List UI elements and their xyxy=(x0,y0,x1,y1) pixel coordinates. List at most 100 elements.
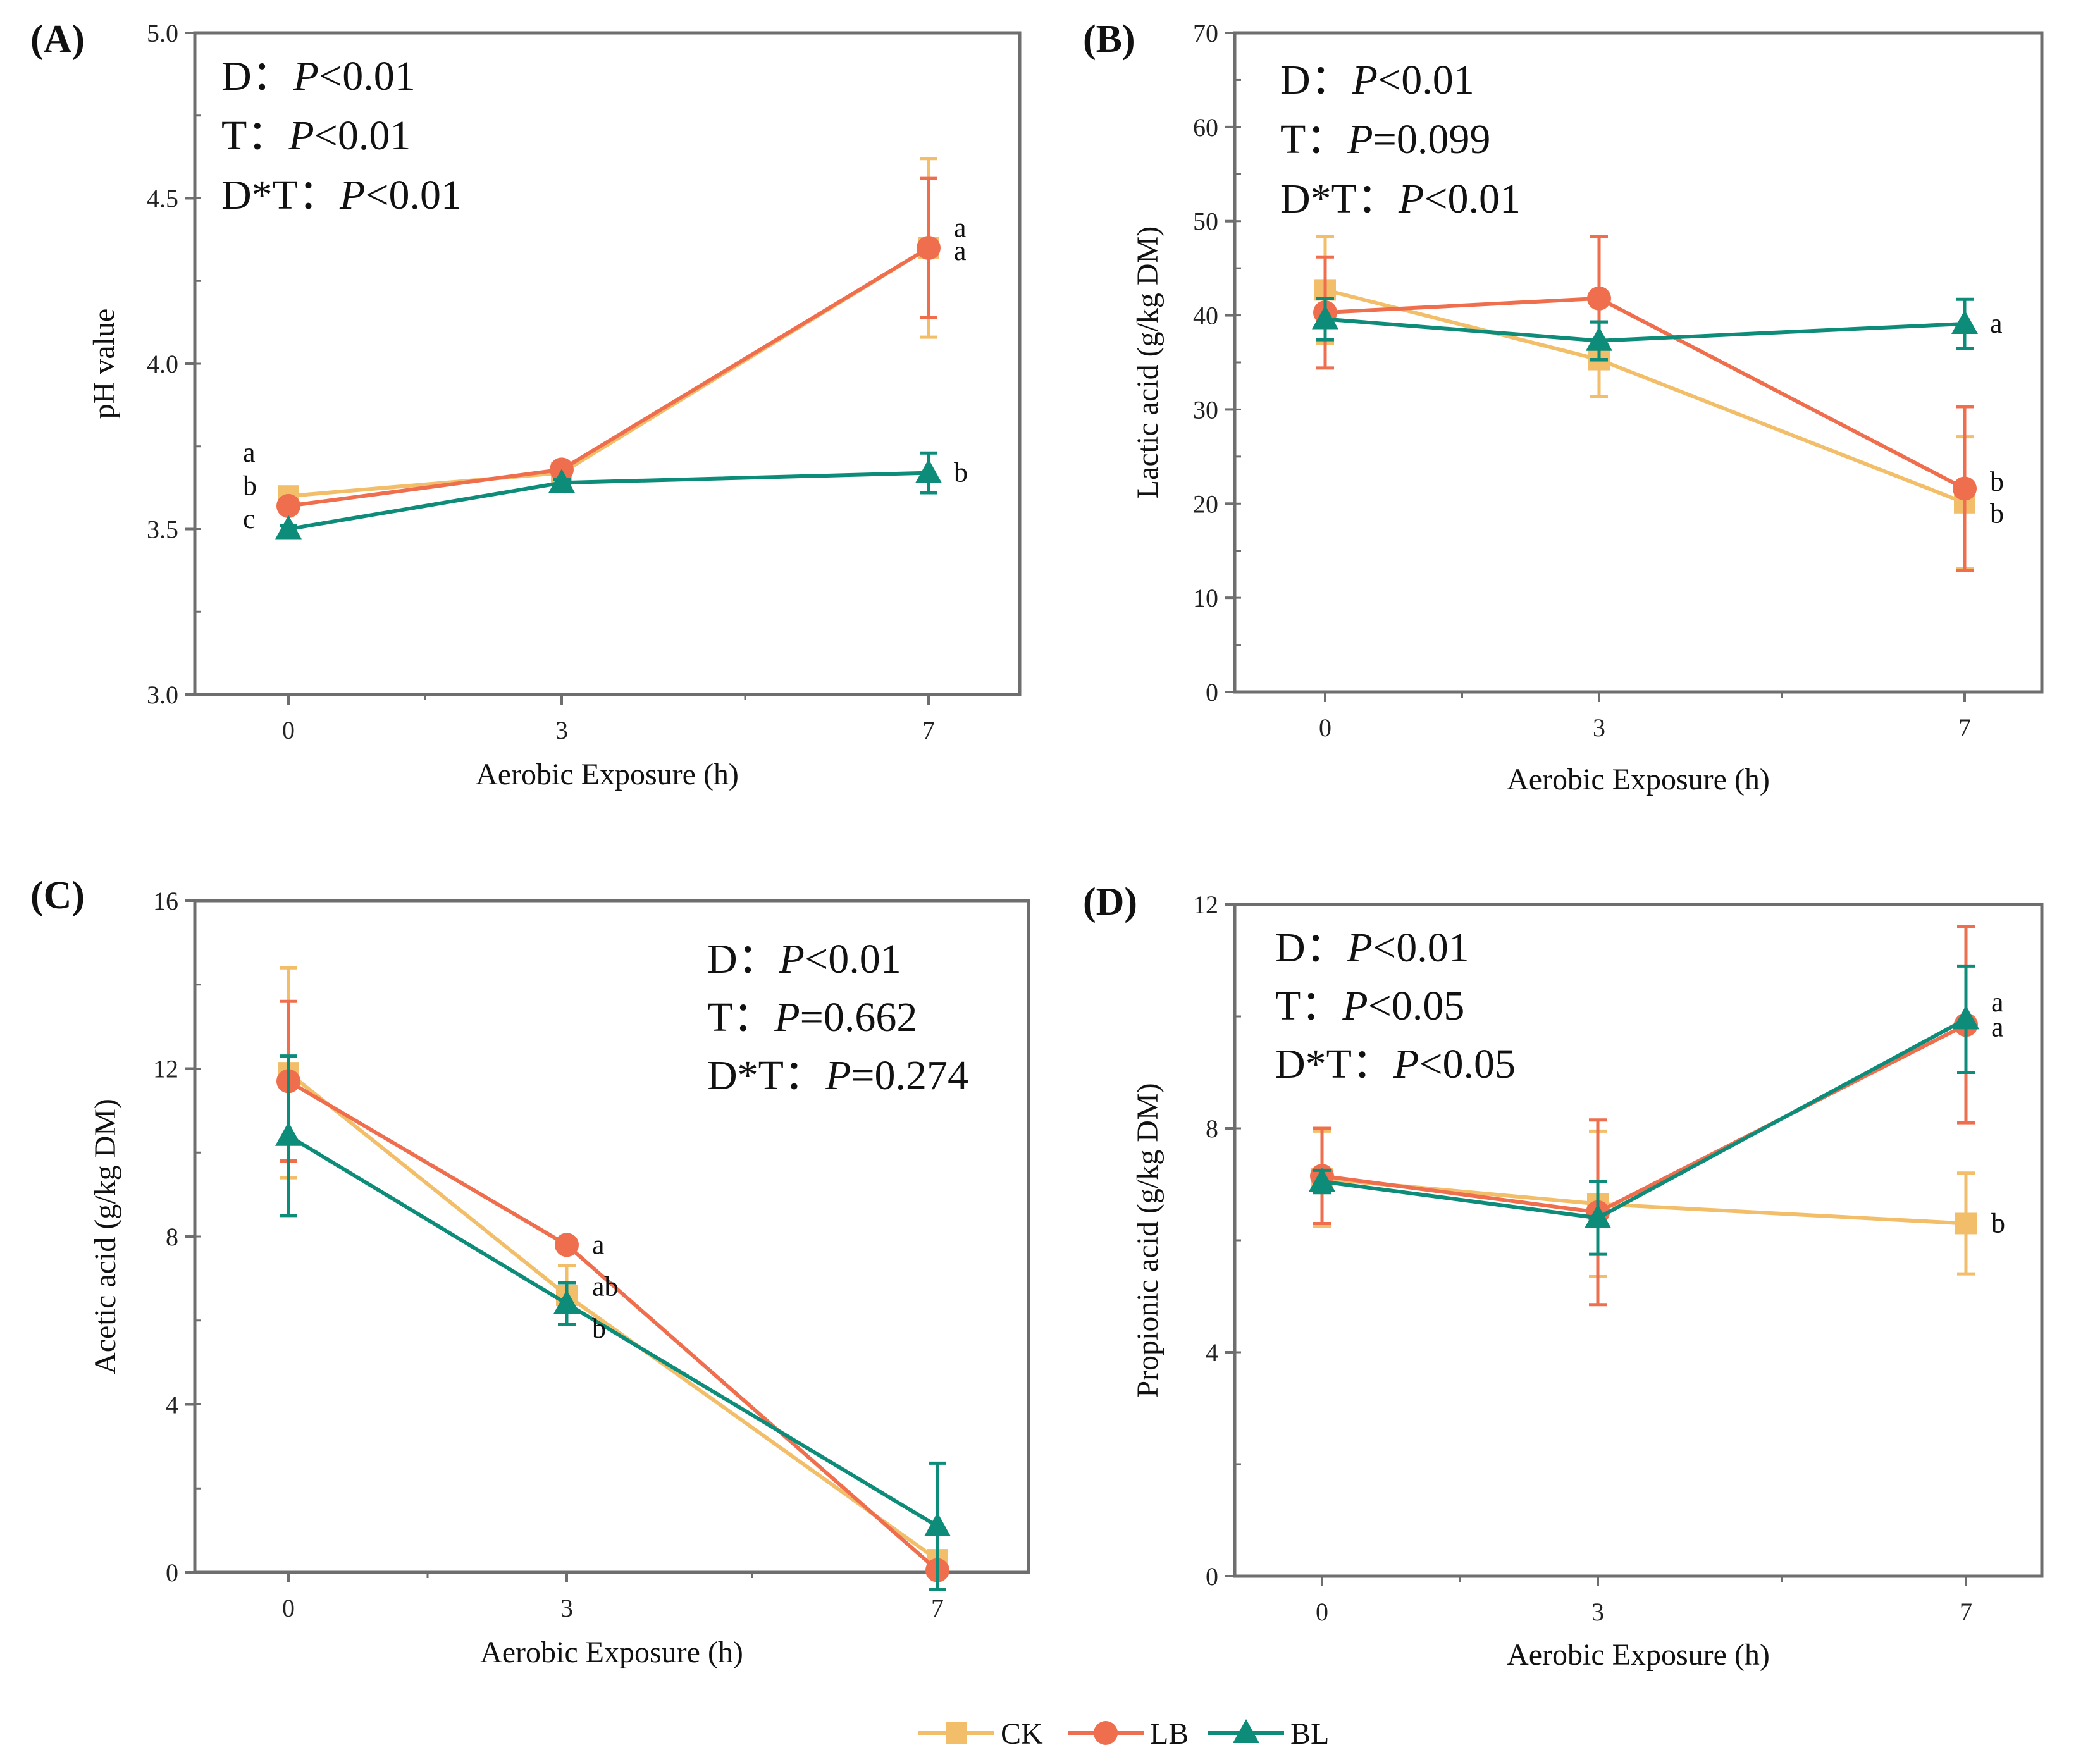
series-ck xyxy=(1311,1129,1977,1279)
significance-letter: a xyxy=(1991,1012,2004,1043)
panel-label: (A) xyxy=(30,18,85,61)
data-point xyxy=(275,515,302,540)
x-tick-label: 0 xyxy=(282,716,295,744)
x-tick-label: 3 xyxy=(555,716,568,744)
x-tick-label: 7 xyxy=(931,1594,944,1622)
series-line xyxy=(1321,1176,1967,1226)
stat-value: <0.01 xyxy=(805,936,901,982)
data-point xyxy=(276,493,300,518)
stat-value: <0.05 xyxy=(1419,1041,1516,1087)
y-tick-label: 16 xyxy=(153,887,178,915)
y-tick-label: 3.0 xyxy=(147,681,178,709)
stat-p: P xyxy=(1342,983,1368,1029)
y-tick-label: 3.5 xyxy=(147,515,178,544)
stat-line: D*T：P=0.274 xyxy=(707,1052,968,1099)
stat-value: =0.099 xyxy=(1373,116,1491,163)
stat-p: P xyxy=(1393,1041,1419,1087)
stat-label: D*T： xyxy=(221,172,340,218)
legend-marker xyxy=(1233,1719,1259,1743)
stat-label: D： xyxy=(707,936,779,982)
legend-marker xyxy=(1094,1721,1118,1745)
y-tick-label: 20 xyxy=(1193,490,1218,518)
series-bl xyxy=(1312,297,1978,362)
y-axis-title: Propionic acid (g/kg DM) xyxy=(1131,1083,1165,1397)
stat-label: T： xyxy=(707,994,774,1040)
stat-value: <0.01 xyxy=(1424,176,1521,222)
chart-panel-4: 0 4 8 12 0 3 7 Aerobic Exposure (h) Propionic ac… xyxy=(1083,880,2044,1672)
significance-letter: a xyxy=(243,437,256,468)
stat-p: P xyxy=(1398,176,1424,222)
legend-label: LB xyxy=(1150,1717,1189,1751)
stat-p: P xyxy=(1352,57,1378,103)
significance-letter: a xyxy=(954,213,967,244)
chart-panel-2: 0 10 20 30 40 50 60 70 0 3 7 Aerobic Exposure (h) La… xyxy=(1083,18,2044,796)
x-tick-label: 7 xyxy=(922,716,935,744)
stat-value: <0.05 xyxy=(1368,983,1465,1029)
stat-p: P xyxy=(293,53,319,99)
y-tick-label: 0 xyxy=(1206,678,1218,706)
y-tick-label: 4.5 xyxy=(147,185,178,213)
series-line xyxy=(288,246,930,498)
x-axis-title: Aerobic Exposure (h) xyxy=(1507,1638,1770,1672)
stat-line: D：P<0.01 xyxy=(1280,57,1474,103)
series-line xyxy=(287,1079,939,1572)
stat-p: P xyxy=(774,994,800,1040)
x-tick-label: 7 xyxy=(1958,713,1971,742)
y-axis-title: pH value xyxy=(87,309,121,419)
data-point xyxy=(1951,309,1978,334)
legend-item-lb: LB xyxy=(1068,1717,1189,1751)
data-point xyxy=(915,459,942,483)
stat-label: D： xyxy=(1275,925,1347,971)
stat-p: P xyxy=(1347,116,1373,163)
y-tick-label: 12 xyxy=(153,1055,178,1083)
x-tick-label: 3 xyxy=(1593,713,1605,742)
stat-label: D： xyxy=(1280,57,1352,103)
significance-letter: b xyxy=(1991,1207,2005,1238)
panel-label: (B) xyxy=(1083,18,1135,61)
significance-letter: a xyxy=(1990,308,2003,339)
stat-label: D： xyxy=(221,53,293,99)
stat-line: T：P<0.01 xyxy=(221,113,411,159)
significance-letter: c xyxy=(243,503,256,534)
x-tick-label: 0 xyxy=(282,1594,295,1622)
x-tick-label: 3 xyxy=(1591,1598,1604,1626)
stat-label: T： xyxy=(221,113,288,159)
stat-label: D*T： xyxy=(1280,176,1399,222)
legend-label: CK xyxy=(1001,1717,1043,1751)
x-axis-title: Aerobic Exposure (h) xyxy=(480,1636,743,1669)
series-line xyxy=(287,1134,939,1528)
stat-label: D*T： xyxy=(1275,1041,1393,1087)
stat-value: <0.01 xyxy=(1373,925,1469,971)
x-tick-label: 3 xyxy=(560,1594,573,1622)
significance-letter: a xyxy=(592,1229,605,1260)
series-line xyxy=(288,471,929,531)
significance-letter: ab xyxy=(592,1271,619,1302)
significance-letter: b xyxy=(1990,498,2004,529)
x-tick-label: 0 xyxy=(1319,713,1331,742)
significance-letter: b xyxy=(243,471,257,502)
stat-value: =0.274 xyxy=(851,1052,968,1099)
legend-item-bl: BL xyxy=(1208,1717,1329,1751)
x-axis-title: Aerobic Exposure (h) xyxy=(476,758,739,791)
stat-label: D*T： xyxy=(707,1052,825,1099)
data-point xyxy=(275,1121,302,1146)
stat-value: <0.01 xyxy=(365,172,462,218)
significance-letter: b xyxy=(592,1313,606,1344)
significance-letter: b xyxy=(1990,466,2004,497)
y-axis-title: Acetic acid (g/kg DM) xyxy=(89,1099,122,1374)
series-lb xyxy=(276,176,941,518)
y-tick-label: 12 xyxy=(1193,891,1218,919)
y-tick-label: 8 xyxy=(166,1223,178,1251)
legend: CK LB BL xyxy=(918,1717,1329,1751)
y-tick-label: 8 xyxy=(1206,1114,1218,1143)
y-tick-label: 0 xyxy=(166,1558,178,1587)
y-tick-label: 50 xyxy=(1193,207,1218,236)
data-point xyxy=(1953,1005,1979,1030)
y-tick-label: 4 xyxy=(166,1391,178,1419)
y-tick-label: 30 xyxy=(1193,395,1218,424)
stat-line: D*T：P<0.01 xyxy=(221,172,462,218)
y-tick-label: 10 xyxy=(1193,584,1218,612)
data-point xyxy=(553,1290,580,1314)
x-axis-title: Aerobic Exposure (h) xyxy=(1507,763,1770,796)
stat-p: P xyxy=(1347,925,1373,971)
